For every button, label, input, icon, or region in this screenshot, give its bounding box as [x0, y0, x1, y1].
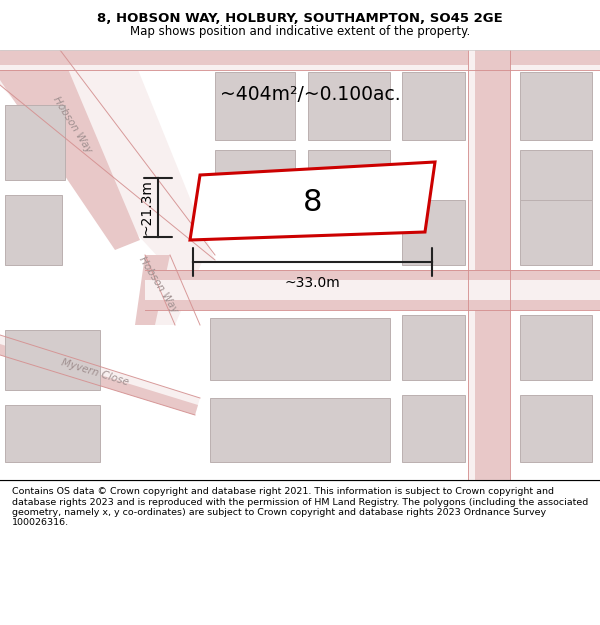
Polygon shape: [210, 398, 390, 462]
Polygon shape: [5, 330, 100, 390]
Polygon shape: [210, 318, 390, 380]
Polygon shape: [475, 50, 510, 480]
Polygon shape: [215, 150, 295, 220]
Polygon shape: [190, 162, 435, 240]
Polygon shape: [145, 300, 600, 310]
Polygon shape: [520, 150, 592, 220]
Polygon shape: [5, 405, 100, 462]
Text: ~33.0m: ~33.0m: [284, 276, 340, 290]
Polygon shape: [0, 50, 600, 70]
Text: ~21.3m: ~21.3m: [140, 179, 154, 236]
Polygon shape: [135, 255, 170, 325]
Polygon shape: [0, 50, 600, 65]
Polygon shape: [468, 50, 510, 480]
Text: 8: 8: [303, 188, 322, 217]
Polygon shape: [145, 270, 600, 310]
Text: 8, HOBSON WAY, HOLBURY, SOUTHAMPTON, SO45 2GE: 8, HOBSON WAY, HOLBURY, SOUTHAMPTON, SO4…: [97, 12, 503, 26]
Polygon shape: [520, 315, 592, 380]
Polygon shape: [308, 150, 390, 220]
Polygon shape: [520, 200, 592, 265]
Polygon shape: [520, 395, 592, 462]
Polygon shape: [5, 195, 62, 265]
Polygon shape: [402, 315, 465, 380]
Polygon shape: [145, 270, 600, 280]
Polygon shape: [0, 50, 140, 250]
Text: Contains OS data © Crown copyright and database right 2021. This information is : Contains OS data © Crown copyright and d…: [12, 488, 588, 528]
Polygon shape: [0, 344, 198, 415]
Polygon shape: [402, 200, 465, 265]
Polygon shape: [402, 395, 465, 462]
Text: Myvern Close: Myvern Close: [60, 357, 130, 387]
Text: Map shows position and indicative extent of the property.: Map shows position and indicative extent…: [130, 24, 470, 38]
Polygon shape: [0, 50, 215, 270]
Polygon shape: [145, 255, 205, 325]
Polygon shape: [402, 72, 465, 140]
Text: ~404m²/~0.100ac.: ~404m²/~0.100ac.: [220, 86, 400, 104]
Polygon shape: [5, 105, 65, 180]
Text: Hobson Way: Hobson Way: [137, 255, 179, 315]
Polygon shape: [215, 72, 295, 140]
Polygon shape: [0, 335, 200, 415]
Text: Hobson Way: Hobson Way: [50, 95, 94, 155]
Polygon shape: [308, 72, 390, 140]
Polygon shape: [520, 72, 592, 140]
